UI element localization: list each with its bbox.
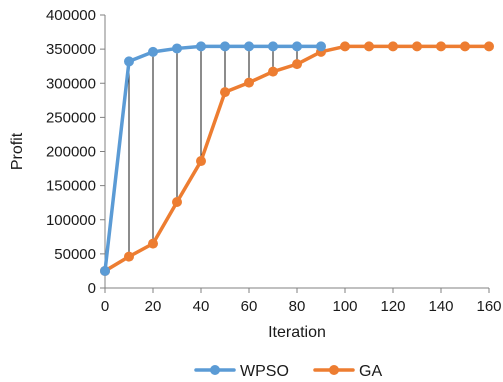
data-point-ga [196,156,206,167]
x-tick-label: 80 [289,298,306,315]
legend-label-ga: GA [359,363,382,380]
legend-label-wpso: WPSO [240,363,289,380]
y-tick-label: 100000 [46,212,96,229]
series-wpso [100,41,326,276]
legend-marker-ga [329,365,339,375]
data-point-ga [292,59,302,70]
y-tick-label: 0 [88,280,96,297]
data-point-wpso [196,41,206,52]
data-point-ga [124,251,134,262]
data-point-ga [364,41,374,52]
data-point-wpso [220,41,230,52]
y-tick-label: 150000 [46,178,96,195]
data-point-wpso [268,41,278,52]
x-tick-label: 0 [101,298,109,315]
data-point-wpso [172,43,182,54]
data-point-ga [172,197,182,208]
data-point-ga [220,87,230,98]
axes: 0 50000 100000 150000 200000 250000 300000 3500… [46,7,502,315]
data-point-ga [148,238,158,249]
data-point-ga [268,66,278,77]
data-point-ga [484,41,494,52]
data-point-wpso [244,41,254,52]
data-point-ga [388,41,398,52]
data-point-ga [436,41,446,52]
legend-item-ga: GA [313,363,382,380]
y-tick-label: 400000 [46,7,96,24]
x-tick-label: 100 [332,298,357,315]
legend-item-wpso: WPSO [194,363,289,380]
y-tick-label: 300000 [46,75,96,92]
y-tick-label: 200000 [46,144,96,161]
data-point-wpso [292,41,302,52]
data-point-ga [460,41,470,52]
x-tick-label: 160 [476,298,501,315]
data-point-ga [244,77,254,88]
series-line-wpso [103,44,323,273]
x-tick-label: 120 [380,298,405,315]
y-tick-label: 350000 [46,41,96,58]
x-tick-label: 60 [241,298,258,315]
data-point-wpso [316,41,326,52]
y-tick-label: 250000 [46,109,96,126]
x-tick-label: 140 [428,298,453,315]
data-point-ga [340,41,350,52]
data-point-wpso [148,46,158,57]
data-point-wpso [100,265,110,276]
legend-marker-wpso [210,365,220,375]
data-point-ga [412,41,422,52]
x-axis-title: Iteration [268,324,326,341]
data-point-wpso [124,56,134,67]
y-tick-label: 50000 [54,246,96,263]
x-tick-label: 20 [145,298,162,315]
y-axis-title: Profit [9,132,26,170]
series-layer [100,41,494,276]
legend: WPSO GA [194,363,382,380]
series-ga [100,41,494,276]
x-tick-label: 40 [193,298,210,315]
